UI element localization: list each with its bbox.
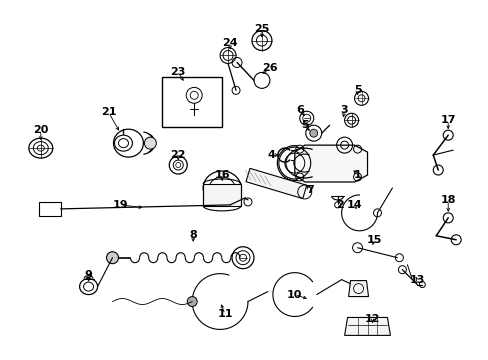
Text: 10: 10	[286, 289, 302, 300]
Circle shape	[144, 137, 156, 149]
Polygon shape	[344, 318, 389, 336]
Text: 24: 24	[222, 37, 237, 48]
Text: 26: 26	[262, 63, 277, 73]
Text: 11: 11	[217, 310, 232, 319]
Text: 20: 20	[33, 125, 48, 135]
Text: 13: 13	[409, 275, 424, 285]
Text: 6: 6	[295, 105, 303, 115]
Polygon shape	[294, 145, 367, 182]
Text: 5: 5	[353, 85, 361, 95]
Text: 5: 5	[300, 120, 308, 130]
Text: 16: 16	[214, 170, 229, 180]
Text: 9: 9	[84, 270, 92, 280]
Bar	[39, 202, 61, 216]
Polygon shape	[348, 280, 368, 297]
Text: 25: 25	[254, 24, 269, 33]
Circle shape	[309, 129, 317, 137]
Polygon shape	[203, 184, 241, 206]
Text: 18: 18	[440, 195, 455, 205]
Text: 14: 14	[346, 200, 362, 210]
Text: 2: 2	[335, 200, 343, 210]
Polygon shape	[245, 168, 306, 199]
Text: 12: 12	[364, 314, 380, 324]
Bar	[162, 77, 222, 127]
Circle shape	[187, 297, 197, 306]
Text: 3: 3	[340, 105, 348, 115]
Text: 15: 15	[366, 235, 382, 245]
Text: 19: 19	[112, 200, 128, 210]
Text: 4: 4	[267, 150, 275, 160]
Text: 23: 23	[170, 67, 185, 77]
Circle shape	[106, 252, 118, 264]
Text: 8: 8	[189, 230, 197, 240]
Text: 17: 17	[440, 115, 455, 125]
Text: 1: 1	[353, 170, 361, 180]
Text: 22: 22	[170, 150, 185, 160]
Text: 21: 21	[101, 107, 116, 117]
Text: 7: 7	[305, 185, 313, 195]
